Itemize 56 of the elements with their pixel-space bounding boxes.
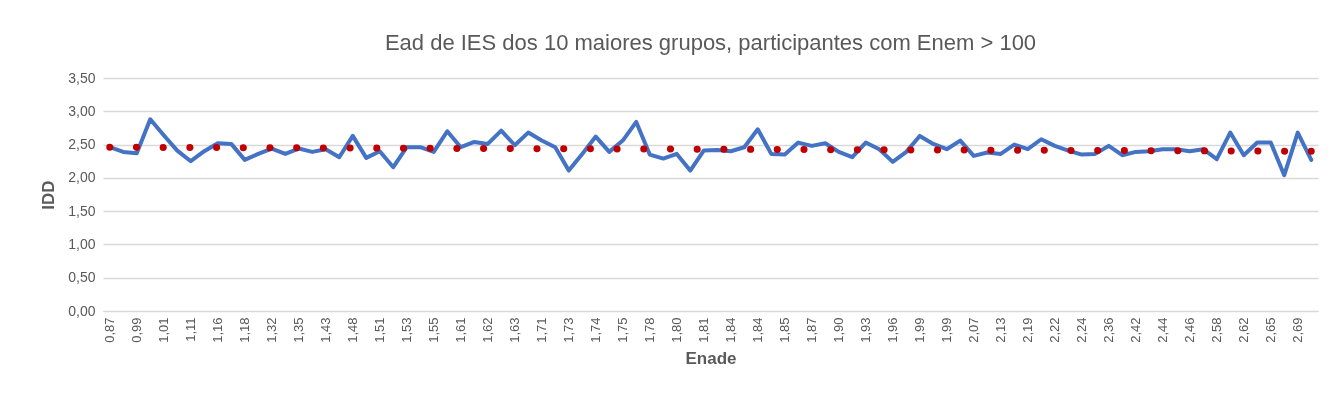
- x-tick-label: 1,35: [291, 317, 307, 343]
- chart-title: Ead de IES dos 10 maiores grupos, participantes com Enem > 100: [384, 30, 1037, 55]
- x-tick-label: 1,62: [480, 317, 496, 343]
- x-tick-label: 2,19: [1020, 317, 1036, 343]
- x-tick-label: 2,36: [1101, 317, 1117, 343]
- x-tick-label: 0,87: [102, 317, 118, 343]
- x-tick-label: 2,69: [1290, 317, 1306, 343]
- x-tick-label: 2,24: [1074, 317, 1090, 343]
- x-tick-label: 1,90: [831, 317, 847, 343]
- x-tick-label: 1,78: [642, 317, 658, 343]
- x-tick-label: 2,65: [1263, 317, 1279, 343]
- x-tick-label: 1,96: [885, 317, 901, 343]
- x-tick-label: 1,99: [912, 317, 928, 343]
- x-tick-label: 1,84: [723, 317, 739, 343]
- x-tick-label: 1,81: [696, 317, 712, 343]
- x-tick-label: 2,46: [1182, 317, 1198, 343]
- y-tick-label: 1,00: [68, 235, 96, 252]
- x-tick-label: 2,13: [993, 317, 1009, 343]
- x-tick-label: 1,61: [453, 317, 469, 343]
- y-tick-label: 2,00: [68, 169, 96, 186]
- x-tick-label: 1,80: [669, 317, 685, 343]
- x-tick-label: 1,48: [345, 317, 361, 343]
- x-tick-label: 1,11: [183, 317, 199, 342]
- x-axis-title: Enade: [685, 348, 737, 368]
- x-tick-label: 1,55: [426, 317, 442, 343]
- x-tick-label: 1,75: [615, 317, 631, 343]
- x-tick-label: 1,73: [561, 317, 577, 343]
- x-tick-label: 2,07: [966, 317, 982, 343]
- x-tick-label: 1,71: [534, 317, 550, 343]
- y-tick-label: 3,50: [68, 69, 96, 86]
- x-tick-label: 0,99: [129, 317, 145, 343]
- x-tick-label: 2,42: [1128, 317, 1144, 343]
- x-tick-label: 2,22: [1047, 317, 1063, 343]
- y-tick-label: 2,50: [68, 136, 96, 153]
- x-tick-label: 1,01: [156, 317, 172, 343]
- y-tick-label: 1,50: [68, 202, 96, 219]
- x-tick-label: 2,58: [1209, 317, 1225, 343]
- x-tick-label: 1,18: [237, 317, 253, 343]
- y-axis-title: IDD: [39, 180, 59, 210]
- x-tick-label: 1,43: [318, 317, 334, 343]
- y-tick-label: 3,00: [68, 102, 96, 119]
- x-tick-label: 1,84: [750, 317, 766, 343]
- x-tick-label: 1,16: [210, 317, 226, 343]
- x-tick-label: 1,32: [264, 317, 280, 343]
- x-tick-label: 1,87: [804, 317, 820, 343]
- x-tick-label: 1,53: [399, 317, 415, 343]
- x-tick-label: 2,62: [1236, 317, 1252, 343]
- x-tick-label: 2,44: [1155, 317, 1171, 343]
- x-tick-label: 1,93: [858, 317, 874, 343]
- x-tick-label: 1,63: [507, 317, 523, 343]
- x-tick-label: 1,74: [588, 317, 604, 343]
- y-tick-label: 0,50: [68, 269, 96, 286]
- y-tick-label: 0,00: [68, 302, 96, 319]
- x-tick-label: 1,99: [939, 317, 955, 343]
- x-tick-label: 1,51: [372, 317, 388, 343]
- x-tick-label: 1,85: [777, 317, 793, 343]
